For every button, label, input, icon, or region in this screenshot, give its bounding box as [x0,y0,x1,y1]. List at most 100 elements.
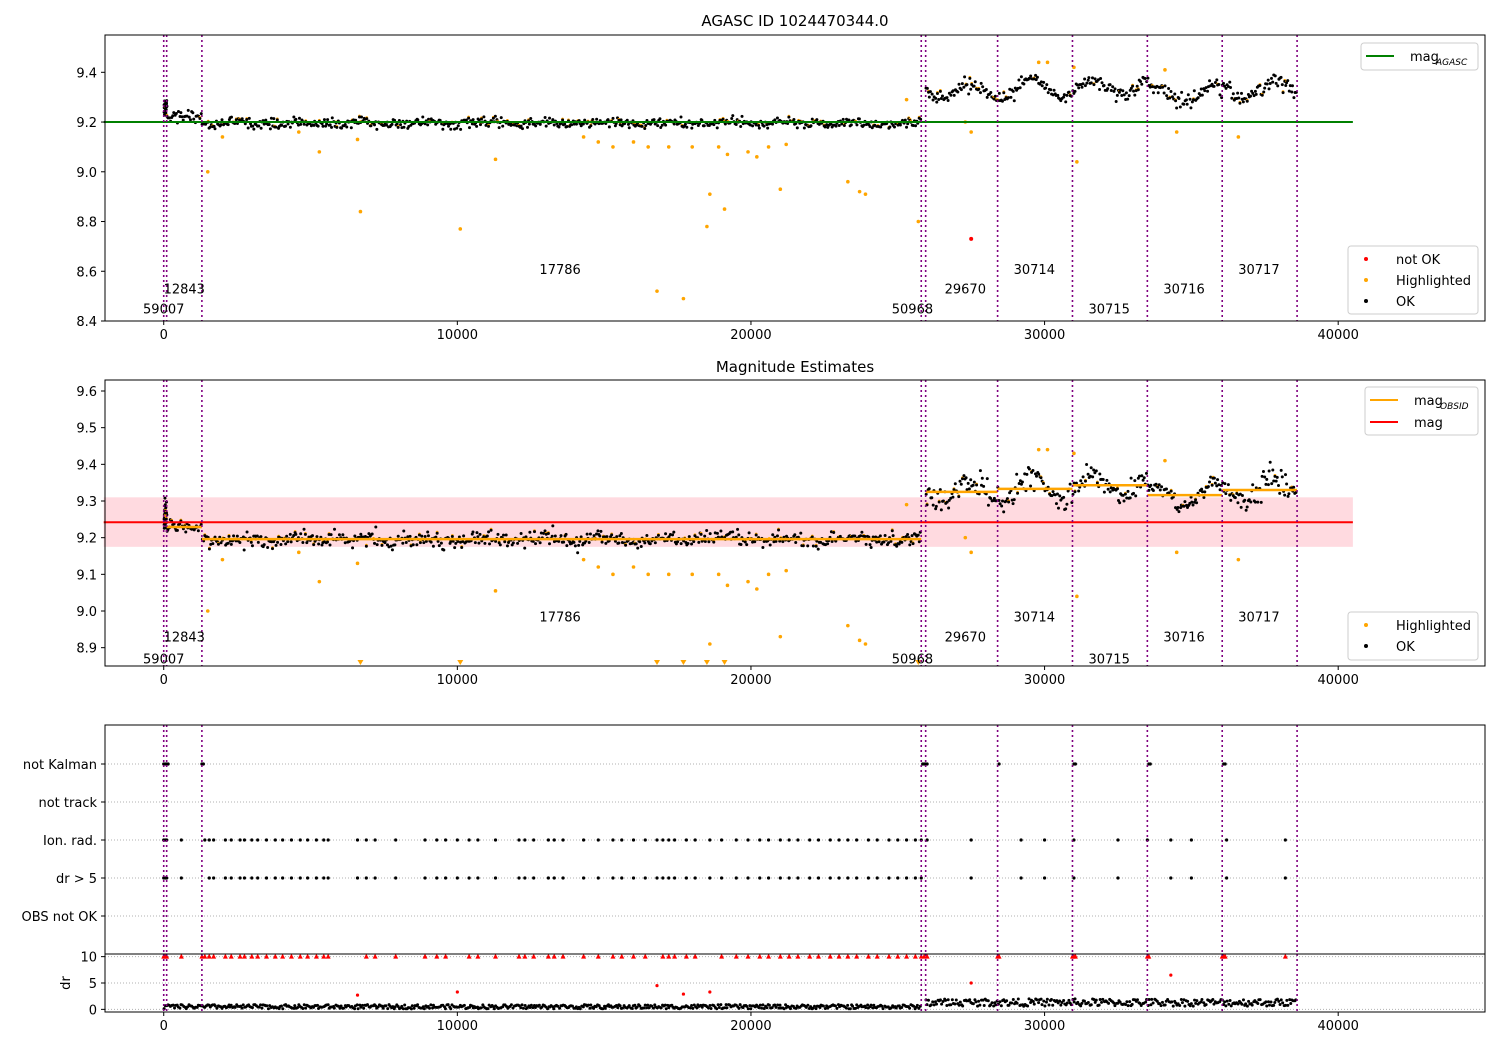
ok-point [781,540,785,544]
flag-point [887,838,891,842]
ok-point [1080,85,1084,89]
legend-label: OK [1396,640,1415,655]
flag-point [746,876,750,880]
flag-point [796,876,800,880]
dr-point [719,1003,723,1007]
ok-point [731,530,735,534]
flag-point [1042,876,1047,880]
flag-point [667,838,671,842]
ok-point [900,540,904,544]
flag-point [913,876,917,880]
dr-point [521,1006,525,1010]
flag-point [611,876,615,880]
ok-point [187,115,191,119]
dr-point [977,999,981,1003]
dr-point [1266,1000,1270,1004]
dr-point [431,1006,435,1010]
ok-point [891,534,895,538]
dr-clipped-marker [422,953,428,959]
ok-point [1087,76,1091,80]
ok-point [382,123,386,127]
flag-point [561,876,565,880]
flag-point [179,838,183,842]
ok-point [1156,485,1160,489]
dr-point [618,1004,622,1008]
dr-point [1079,1004,1083,1008]
flag-point [746,838,750,842]
dr-point [558,1006,562,1010]
dr-point [645,1006,649,1010]
ok-point [337,533,341,537]
flag-point [476,876,480,880]
ok-point [957,82,961,86]
ok-point [383,541,387,545]
dr-point [229,1003,233,1007]
ok-point [690,542,694,546]
ok-point [491,116,495,120]
ok-point [962,474,966,478]
dr-point [528,1005,532,1009]
ok-point [321,124,325,128]
dr-point [723,1006,727,1010]
obsid-label: 30714 [1014,263,1055,278]
ok-point [624,543,628,547]
ok-point [264,118,268,122]
obsid-label: 50968 [892,653,933,668]
ok-point [1129,476,1133,480]
ok-point [487,530,491,534]
dr-point [1047,1003,1051,1007]
ok-point [627,126,631,130]
ok-point [523,546,527,550]
flag-point [256,838,260,842]
ok-point [1151,91,1155,95]
legend-label-subscript: AGASC [1435,58,1468,68]
ok-point [1239,505,1243,509]
ok-point [286,122,290,126]
x-tick-label: 40000 [1318,673,1359,688]
ok-point [1117,90,1121,94]
ok-point [423,535,427,539]
highlighted-point [863,642,868,646]
obsid-label: 50968 [892,303,933,318]
ok-point [658,117,662,121]
ok-point [1034,73,1038,77]
dr-point [1191,1004,1195,1008]
dr-outlier-point [355,993,360,997]
ok-point [937,97,941,101]
ok-point [862,123,866,127]
flag-point [203,838,207,842]
ok-point [322,118,326,122]
ok-point [1276,84,1280,88]
highlighted-point [716,572,721,577]
dr-clipped-marker [692,953,698,959]
dr-point [1286,1003,1290,1007]
ok-point [1217,483,1221,487]
ok-point [240,117,244,121]
dr-point [949,1003,953,1007]
ok-point [1216,478,1220,482]
dr-point [486,1007,490,1011]
flag-point [517,876,521,880]
ok-point [993,94,997,98]
ok-point [529,117,533,121]
flag-category-label: Ion. rad. [43,834,97,849]
obsid-label: 59007 [143,653,184,668]
ok-point [476,535,480,539]
ok-point [1223,84,1227,88]
highlighted-point [596,140,601,144]
ok-point [830,539,834,543]
ok-point [951,495,955,499]
ok-point [1091,475,1095,479]
ok-point [1062,93,1066,97]
flag-point [552,838,556,842]
ok-point [411,543,415,547]
ok-point [908,543,912,547]
dr-point [492,1007,496,1011]
dr-point [1186,999,1190,1003]
dr-point [880,1004,884,1008]
dr-clipped-marker [493,953,499,959]
ok-point [1050,494,1054,498]
dr-clipped-marker [202,953,208,959]
ok-point [1137,474,1141,478]
flag-point [289,838,294,842]
